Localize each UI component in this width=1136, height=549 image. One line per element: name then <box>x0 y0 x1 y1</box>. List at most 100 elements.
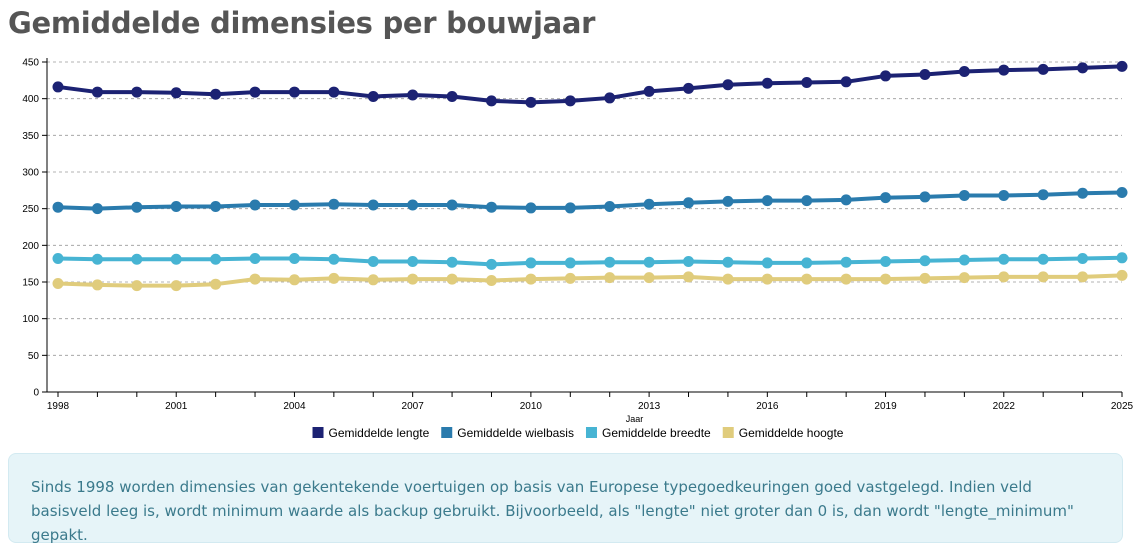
data-point[interactable] <box>722 195 734 207</box>
data-point[interactable] <box>91 203 103 215</box>
data-point[interactable] <box>722 79 734 91</box>
data-point[interactable] <box>446 90 458 102</box>
data-point[interactable] <box>407 255 419 267</box>
data-point[interactable] <box>328 253 340 265</box>
data-point[interactable] <box>1037 271 1049 283</box>
data-point[interactable] <box>131 253 143 265</box>
data-point[interactable] <box>958 254 970 266</box>
data-point[interactable] <box>485 275 497 287</box>
data-point[interactable] <box>525 257 537 269</box>
data-point[interactable] <box>1116 252 1128 264</box>
data-point[interactable] <box>1077 271 1089 283</box>
data-point[interactable] <box>210 278 222 290</box>
data-point[interactable] <box>52 253 64 265</box>
data-point[interactable] <box>210 200 222 212</box>
data-point[interactable] <box>840 194 852 206</box>
legend[interactable]: Gemiddelde lengte Gemiddelde wielbasis Gem… <box>312 426 844 440</box>
data-point[interactable] <box>683 197 695 209</box>
data-point[interactable] <box>446 256 458 268</box>
data-point[interactable] <box>564 95 576 107</box>
data-point[interactable] <box>919 68 931 80</box>
data-point[interactable] <box>683 271 695 283</box>
data-point[interactable] <box>210 253 222 265</box>
data-point[interactable] <box>801 195 813 207</box>
data-point[interactable] <box>880 273 892 285</box>
data-point[interactable] <box>604 200 616 212</box>
data-point[interactable] <box>328 198 340 210</box>
data-point[interactable] <box>367 199 379 211</box>
data-point[interactable] <box>801 273 813 285</box>
data-point[interactable] <box>485 95 497 107</box>
data-point[interactable] <box>288 86 300 98</box>
data-point[interactable] <box>52 201 64 213</box>
data-point[interactable] <box>761 257 773 269</box>
data-point[interactable] <box>564 257 576 269</box>
data-point[interactable] <box>840 76 852 88</box>
data-point[interactable] <box>761 195 773 207</box>
data-point[interactable] <box>1077 253 1089 265</box>
data-point[interactable] <box>407 199 419 211</box>
data-point[interactable] <box>1037 189 1049 201</box>
data-point[interactable] <box>446 273 458 285</box>
data-point[interactable] <box>683 255 695 267</box>
legend-item-4[interactable]: Gemiddelde hoogte <box>722 426 844 440</box>
data-point[interactable] <box>722 273 734 285</box>
data-point[interactable] <box>919 272 931 284</box>
data-point[interactable] <box>1077 62 1089 74</box>
data-point[interactable] <box>1116 187 1128 199</box>
data-point[interactable] <box>485 201 497 213</box>
data-point[interactable] <box>643 198 655 210</box>
data-point[interactable] <box>840 273 852 285</box>
data-point[interactable] <box>249 253 261 265</box>
data-point[interactable] <box>958 189 970 201</box>
data-point[interactable] <box>170 253 182 265</box>
data-point[interactable] <box>52 277 64 289</box>
data-point[interactable] <box>722 256 734 268</box>
data-point[interactable] <box>801 77 813 89</box>
data-point[interactable] <box>1077 187 1089 199</box>
data-point[interactable] <box>643 272 655 284</box>
data-point[interactable] <box>210 88 222 100</box>
data-point[interactable] <box>407 273 419 285</box>
data-point[interactable] <box>170 200 182 212</box>
data-point[interactable] <box>288 253 300 265</box>
data-point[interactable] <box>604 92 616 104</box>
data-point[interactable] <box>1116 269 1128 281</box>
data-point[interactable] <box>1037 63 1049 75</box>
data-point[interactable] <box>604 272 616 284</box>
data-point[interactable] <box>131 86 143 98</box>
data-point[interactable] <box>52 81 64 93</box>
data-point[interactable] <box>761 77 773 89</box>
data-point[interactable] <box>170 280 182 292</box>
legend-item-2[interactable]: Gemiddelde wielbasis <box>441 426 574 440</box>
data-point[interactable] <box>485 258 497 270</box>
data-point[interactable] <box>1037 253 1049 265</box>
data-point[interactable] <box>919 191 931 203</box>
data-point[interactable] <box>367 90 379 102</box>
data-point[interactable] <box>170 87 182 99</box>
data-point[interactable] <box>998 64 1010 76</box>
data-point[interactable] <box>683 82 695 94</box>
data-point[interactable] <box>604 256 616 268</box>
data-point[interactable] <box>328 272 340 284</box>
data-point[interactable] <box>840 256 852 268</box>
data-point[interactable] <box>367 274 379 286</box>
data-point[interactable] <box>998 189 1010 201</box>
data-point[interactable] <box>288 199 300 211</box>
data-point[interactable] <box>880 255 892 267</box>
data-point[interactable] <box>643 85 655 97</box>
data-point[interactable] <box>643 256 655 268</box>
data-point[interactable] <box>446 199 458 211</box>
data-point[interactable] <box>91 86 103 98</box>
data-point[interactable] <box>880 192 892 204</box>
data-point[interactable] <box>564 202 576 214</box>
data-point[interactable] <box>328 86 340 98</box>
data-point[interactable] <box>131 201 143 213</box>
data-point[interactable] <box>525 202 537 214</box>
legend-item-1[interactable]: Gemiddelde lengte <box>312 426 430 440</box>
data-point[interactable] <box>919 255 931 267</box>
data-point[interactable] <box>564 272 576 284</box>
data-point[interactable] <box>367 255 379 267</box>
data-point[interactable] <box>288 274 300 286</box>
data-point[interactable] <box>249 199 261 211</box>
